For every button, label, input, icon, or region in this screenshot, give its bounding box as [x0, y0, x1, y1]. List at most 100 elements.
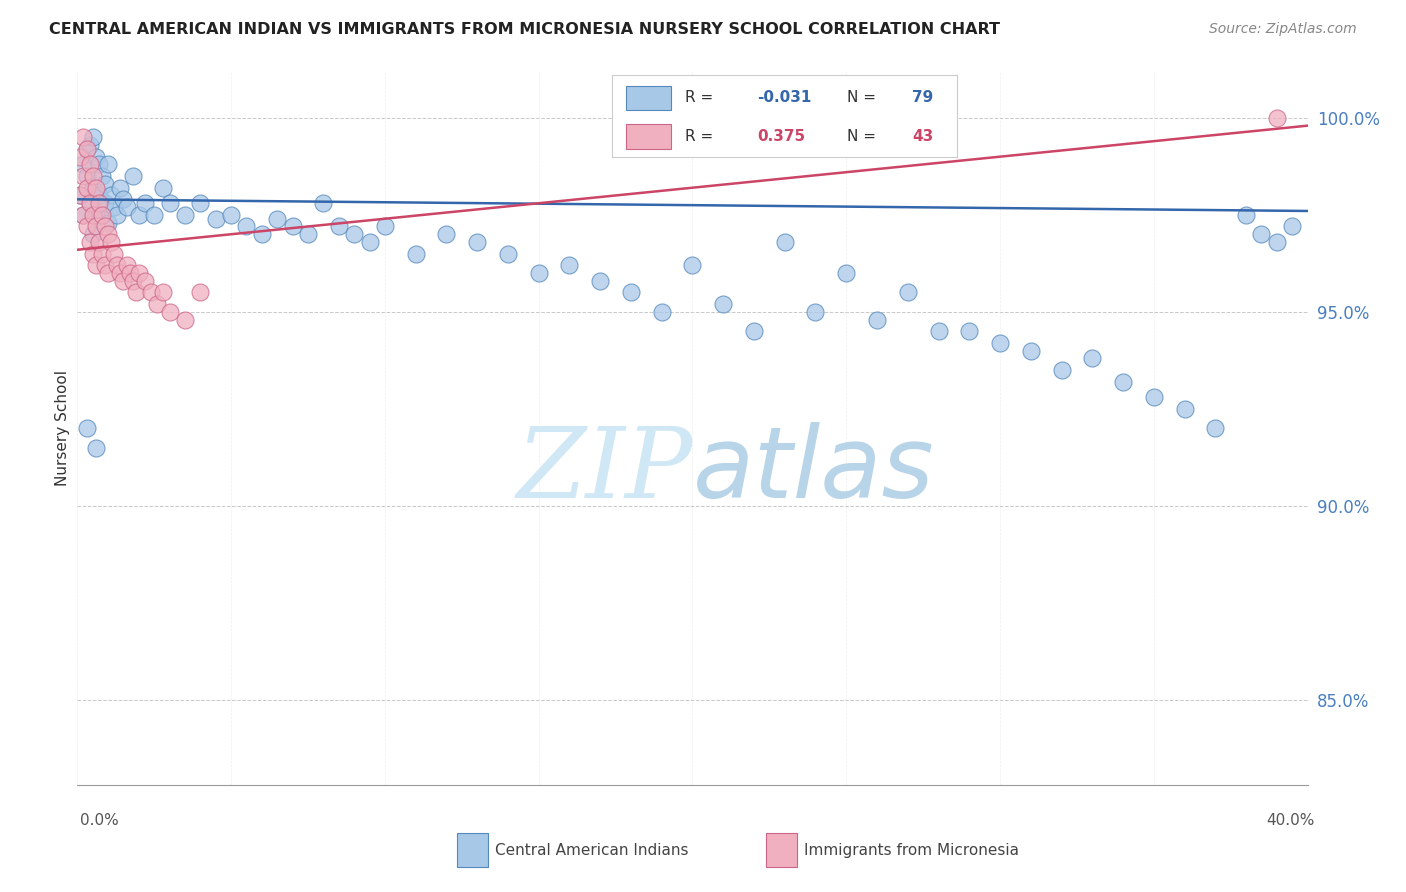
Point — [84, 208, 107, 222]
Point — [773, 235, 796, 249]
Point — [100, 188, 122, 202]
Point — [1234, 208, 1257, 222]
Point — [1265, 235, 1288, 249]
Point — [134, 274, 156, 288]
Point — [928, 324, 950, 338]
Point — [69, 188, 91, 202]
Point — [76, 421, 98, 435]
Point — [94, 219, 117, 234]
Point — [128, 208, 150, 222]
Point — [957, 324, 980, 338]
Point — [143, 208, 166, 222]
Point — [711, 297, 734, 311]
Point — [374, 219, 396, 234]
Point — [146, 297, 169, 311]
Point — [188, 285, 212, 300]
Y-axis label: Nursery School: Nursery School — [55, 370, 70, 486]
Point — [134, 196, 156, 211]
Point — [87, 188, 110, 202]
Point — [82, 208, 104, 222]
Point — [527, 266, 550, 280]
Point — [84, 219, 107, 234]
Point — [1174, 401, 1197, 416]
Point — [804, 305, 827, 319]
Point — [84, 150, 107, 164]
Point — [121, 169, 143, 183]
Point — [835, 266, 858, 280]
Point — [76, 180, 98, 194]
Point — [76, 142, 98, 156]
Point — [82, 180, 104, 194]
Text: 0.0%: 0.0% — [80, 814, 120, 828]
Point — [72, 130, 94, 145]
Point — [115, 258, 138, 272]
Point — [558, 258, 581, 272]
Text: Immigrants from Micronesia: Immigrants from Micronesia — [804, 843, 1019, 857]
Point — [84, 258, 107, 272]
Point — [125, 285, 148, 300]
Point — [405, 246, 427, 260]
Point — [1112, 375, 1135, 389]
Point — [266, 211, 288, 226]
Point — [79, 196, 101, 211]
Point — [87, 196, 110, 211]
Point — [436, 227, 458, 242]
Point — [79, 235, 101, 249]
Point — [1250, 227, 1272, 242]
Point — [988, 335, 1011, 350]
Text: ZIP: ZIP — [516, 424, 693, 518]
Point — [343, 227, 366, 242]
Point — [94, 177, 117, 191]
Point — [897, 285, 920, 300]
Point — [118, 266, 141, 280]
Point — [141, 285, 163, 300]
Point — [159, 305, 181, 319]
Point — [742, 324, 765, 338]
Point — [465, 235, 488, 249]
Point — [94, 258, 117, 272]
Point — [103, 246, 125, 260]
Point — [115, 200, 138, 214]
Text: Source: ZipAtlas.com: Source: ZipAtlas.com — [1209, 22, 1357, 37]
Point — [281, 219, 304, 234]
Point — [328, 219, 350, 234]
Point — [72, 208, 94, 222]
Point — [90, 208, 114, 222]
Point — [76, 169, 98, 183]
Point — [105, 208, 128, 222]
Point — [69, 150, 91, 164]
Point — [359, 235, 381, 249]
Point — [250, 227, 273, 242]
Point — [1204, 421, 1226, 435]
Point — [69, 188, 91, 202]
Point — [1019, 343, 1042, 358]
Point — [97, 227, 120, 242]
Point — [72, 208, 94, 222]
Point — [121, 274, 143, 288]
Point — [188, 196, 212, 211]
Point — [87, 235, 110, 249]
Point — [159, 196, 181, 211]
Text: atlas: atlas — [693, 423, 934, 519]
Point — [620, 285, 643, 300]
Point — [84, 441, 107, 455]
Point — [87, 157, 110, 171]
Point — [152, 180, 174, 194]
Point — [589, 274, 612, 288]
Point — [82, 169, 104, 183]
Point — [174, 312, 197, 326]
Point — [1281, 219, 1303, 234]
Point — [79, 138, 101, 153]
Point — [105, 258, 128, 272]
Point — [682, 258, 704, 272]
Point — [79, 157, 101, 171]
Point — [866, 312, 889, 326]
Point — [97, 157, 120, 171]
Point — [110, 266, 132, 280]
Point — [72, 169, 94, 183]
Point — [152, 285, 174, 300]
Text: CENTRAL AMERICAN INDIAN VS IMMIGRANTS FROM MICRONESIA NURSERY SCHOOL CORRELATION: CENTRAL AMERICAN INDIAN VS IMMIGRANTS FR… — [49, 22, 1000, 37]
Point — [90, 208, 114, 222]
Point — [97, 216, 120, 230]
Point — [651, 305, 673, 319]
